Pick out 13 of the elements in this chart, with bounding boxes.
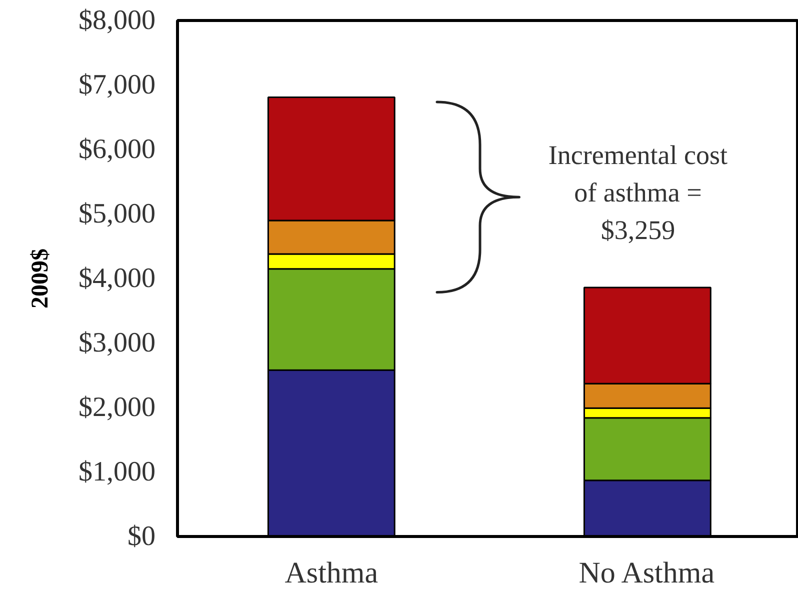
y-tick-label: $4,000 <box>78 263 156 294</box>
y-tick-label: $1,000 <box>78 456 156 488</box>
y-tick-label: $7,000 <box>78 70 156 100</box>
annotation: Incremental cost of asthma = $3,259 <box>548 140 728 245</box>
x-tick-label: No Asthma <box>578 556 715 590</box>
y-tick-label: $0 <box>128 521 156 552</box>
y-tick-label: $3,000 <box>78 328 156 358</box>
y-axis-title: 2009$ <box>28 248 54 308</box>
y-tick-label: $8,000 <box>78 5 156 36</box>
y-tick-label: $5,000 <box>78 198 156 230</box>
x-tick-label: Asthma <box>284 556 378 590</box>
y-tick-label: $2,000 <box>78 392 156 423</box>
y-tick-label: $6,000 <box>78 134 156 165</box>
